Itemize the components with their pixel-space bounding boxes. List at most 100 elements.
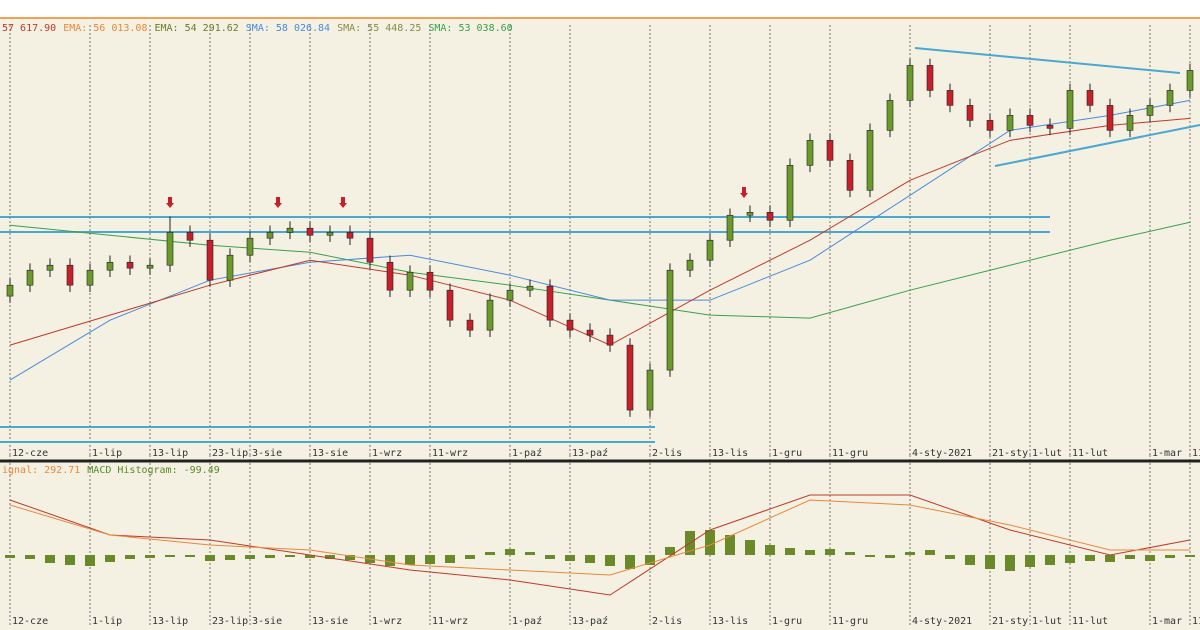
histogram-bar <box>825 549 835 555</box>
histogram-bar <box>225 555 235 560</box>
x-tick-label: 11-wrz <box>432 616 468 627</box>
histogram-bar <box>65 555 75 565</box>
x-tick-label: 4-sty-2021 <box>912 616 972 627</box>
arrow <box>339 197 347 208</box>
drawn-lines <box>0 47 1200 443</box>
candle-body <box>986 120 994 131</box>
histogram-bar <box>5 555 15 558</box>
candle-body <box>6 284 14 297</box>
triangle-line <box>994 124 1200 167</box>
histogram-bar <box>1165 555 1175 558</box>
x-tick-label: 1-paź <box>512 615 542 627</box>
candle-body <box>1186 70 1194 91</box>
histogram-bar <box>1065 555 1075 563</box>
legend-item: SMA: 58 026.84 <box>246 23 330 34</box>
x-tick-label: 13-lis <box>712 616 748 627</box>
candle-body <box>1046 125 1054 129</box>
x-tick-label: 2-lis <box>652 616 682 627</box>
histogram-bar <box>985 555 995 569</box>
histogram-bar <box>25 555 35 559</box>
x-tick-label: 1-gru <box>772 448 802 459</box>
candle-body <box>346 231 354 239</box>
x-tick-label: 3-sie <box>252 616 282 627</box>
histogram-bar <box>1185 555 1195 557</box>
candle-body <box>446 289 454 321</box>
x-tick-label: 1-lip <box>92 616 122 627</box>
histogram-bar <box>325 555 335 559</box>
candle-body <box>426 271 434 291</box>
legend-item: SMA: 55 448.25 <box>337 23 421 34</box>
candle-body <box>466 319 474 331</box>
histogram-bar <box>205 555 215 561</box>
x-tick-label: 1-mar <box>1152 448 1182 459</box>
candle-body <box>846 160 854 191</box>
histogram-bar <box>765 545 775 555</box>
legend-item: ignal: 292.71 <box>2 465 80 476</box>
candle-body <box>1026 115 1034 126</box>
candle-body <box>1106 105 1114 131</box>
histogram-bar <box>1145 555 1155 561</box>
histogram-bar <box>945 555 955 559</box>
candle-body <box>706 239 714 261</box>
histogram-bar <box>1105 555 1115 562</box>
x-tick-label: 13-lip <box>152 616 188 627</box>
x-tick-label: 13-paź <box>572 447 608 459</box>
x-tick-label: 13-sie <box>312 448 348 459</box>
histogram-bar <box>905 552 915 555</box>
histogram-bar <box>585 555 595 563</box>
candle-body <box>306 227 314 236</box>
histogram-bar <box>125 555 135 559</box>
candle-body <box>366 237 374 263</box>
x-tick-label: 13-lis <box>712 448 748 459</box>
indicator-line <box>9 494 1191 596</box>
candle-body <box>586 329 594 336</box>
x-tick-label: 1-gru <box>772 616 802 627</box>
histogram-bar <box>925 550 935 555</box>
x-tick-label: 11-wrz <box>432 448 468 459</box>
candle-body <box>86 269 94 286</box>
x-tick-label: 12-cze <box>12 616 48 627</box>
candle-body <box>166 231 174 266</box>
histogram-bar <box>505 549 515 555</box>
histogram-bar <box>625 555 635 569</box>
candle-body <box>286 227 294 233</box>
histogram-bar <box>785 548 795 555</box>
histogram-bar <box>185 555 195 557</box>
candle-body <box>766 212 774 221</box>
arrow <box>274 197 282 208</box>
histogram-bar <box>445 555 455 563</box>
histogram-bar <box>1125 555 1135 559</box>
x-tick-label: 13-lip <box>152 448 188 459</box>
histogram-bar <box>465 555 475 559</box>
histogram-bar <box>165 555 175 557</box>
histogram-bar <box>105 555 115 562</box>
histogram-bar <box>1045 555 1055 565</box>
x-tick-label: 11- <box>1192 616 1200 627</box>
legend-item: MACD Histogram: -99.49 <box>87 465 219 476</box>
triangle-line <box>914 47 1181 74</box>
histogram-bar <box>725 535 735 555</box>
x-tick-label: 2-lis <box>652 448 682 459</box>
candle-body <box>786 165 794 221</box>
histogram-bar <box>1005 555 1015 571</box>
candle-body <box>106 261 114 271</box>
candle-body <box>1006 115 1014 131</box>
candle-body <box>726 214 734 241</box>
candle-body <box>966 105 974 121</box>
arrow <box>166 197 174 208</box>
candle-body <box>666 269 674 371</box>
x-tick-label: 1-wrz <box>372 448 402 459</box>
x-tick-label: 11-gru <box>832 448 868 459</box>
candle-body <box>326 231 334 236</box>
candle-body <box>226 254 234 281</box>
histogram-bar <box>85 555 95 566</box>
candle-body <box>1166 90 1174 106</box>
candle-body <box>886 100 894 131</box>
histogram-bar <box>605 555 615 566</box>
x-tick-label: 23-lip <box>212 448 248 459</box>
candle-body <box>1066 90 1074 129</box>
candle-body <box>386 261 394 291</box>
candle-body <box>506 289 514 301</box>
candle-body <box>46 264 54 271</box>
